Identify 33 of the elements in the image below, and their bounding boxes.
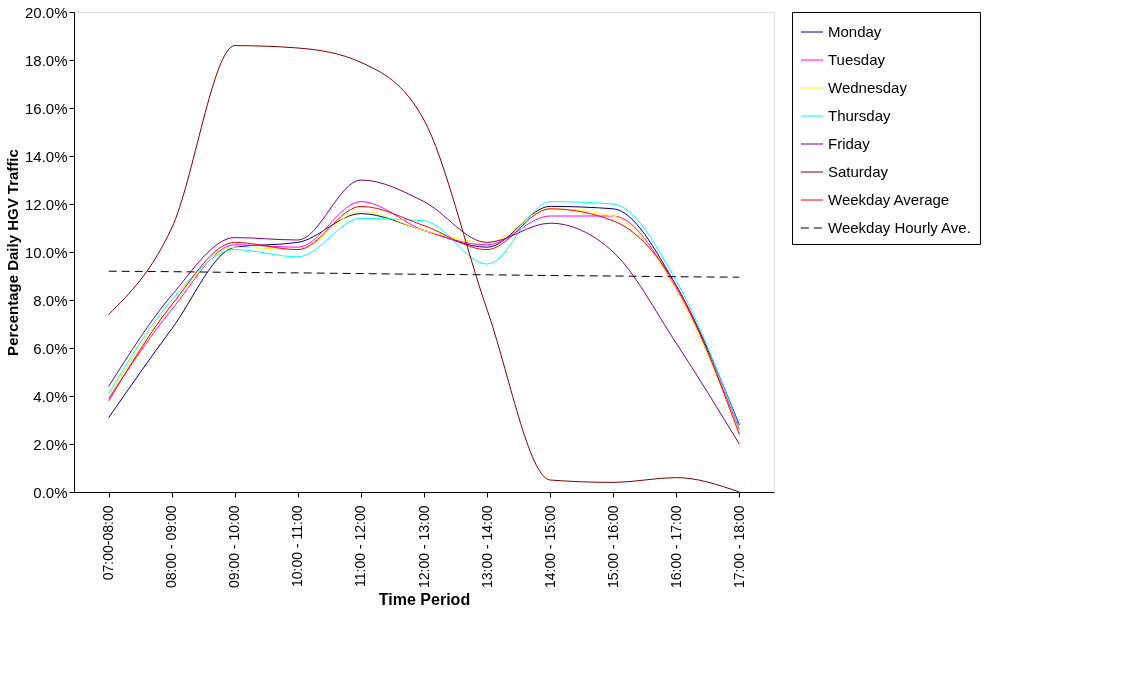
legend-label: Tuesday bbox=[828, 51, 886, 68]
x-tick-label: 12:00 - 13:00 bbox=[415, 505, 432, 589]
legend-label: Friday bbox=[828, 135, 871, 152]
y-tick-label: 10.0% bbox=[24, 243, 68, 261]
x-tick-label: 17:00 - 18:00 bbox=[730, 505, 747, 589]
x-tick-label: 13:00 - 14:00 bbox=[478, 505, 495, 589]
y-tick-label: 18.0% bbox=[24, 51, 68, 69]
y-tick-label: 12.0% bbox=[24, 195, 68, 213]
x-tick-label: 09:00 - 10:00 bbox=[226, 505, 243, 589]
y-tick-label: 14.0% bbox=[24, 147, 68, 165]
x-tick-label: 16:00 - 17:00 bbox=[667, 505, 684, 589]
legend-label: Saturday bbox=[828, 163, 889, 180]
y-tick-label: 8.0% bbox=[33, 291, 68, 309]
line-series bbox=[108, 45, 740, 493]
y-tick-label: 6.0% bbox=[33, 339, 68, 357]
legend-label: Thursday bbox=[828, 107, 892, 124]
x-tick-label: 14:00 - 15:00 bbox=[541, 505, 558, 589]
y-tick-label: 0.0% bbox=[33, 483, 68, 501]
y-tick-label: 2.0% bbox=[33, 435, 68, 453]
y-axis-title: Percentage Daily HGV Traffic bbox=[3, 149, 21, 356]
x-axis-title: Time Period bbox=[378, 591, 471, 609]
x-tick-label: 07:00-08:00 bbox=[100, 505, 117, 581]
legend-label: Weekday Hourly Ave. bbox=[828, 219, 971, 236]
x-tick-label: 11:00 - 12:00 bbox=[352, 505, 369, 587]
x-tick-label: 15:00 - 16:00 bbox=[604, 505, 621, 589]
y-tick-label: 20.0% bbox=[24, 3, 68, 21]
legend-label: Wednesday bbox=[828, 79, 908, 96]
y-tick-label: 16.0% bbox=[24, 99, 68, 117]
y-tick-label: 4.0% bbox=[33, 387, 68, 405]
x-tick-label: 08:00 - 09:00 bbox=[163, 505, 180, 589]
x-tick-label: 10:00 - 11:00 bbox=[289, 505, 306, 587]
legend-label: Monday bbox=[828, 23, 882, 40]
legend-label: Weekday Average bbox=[828, 191, 950, 208]
